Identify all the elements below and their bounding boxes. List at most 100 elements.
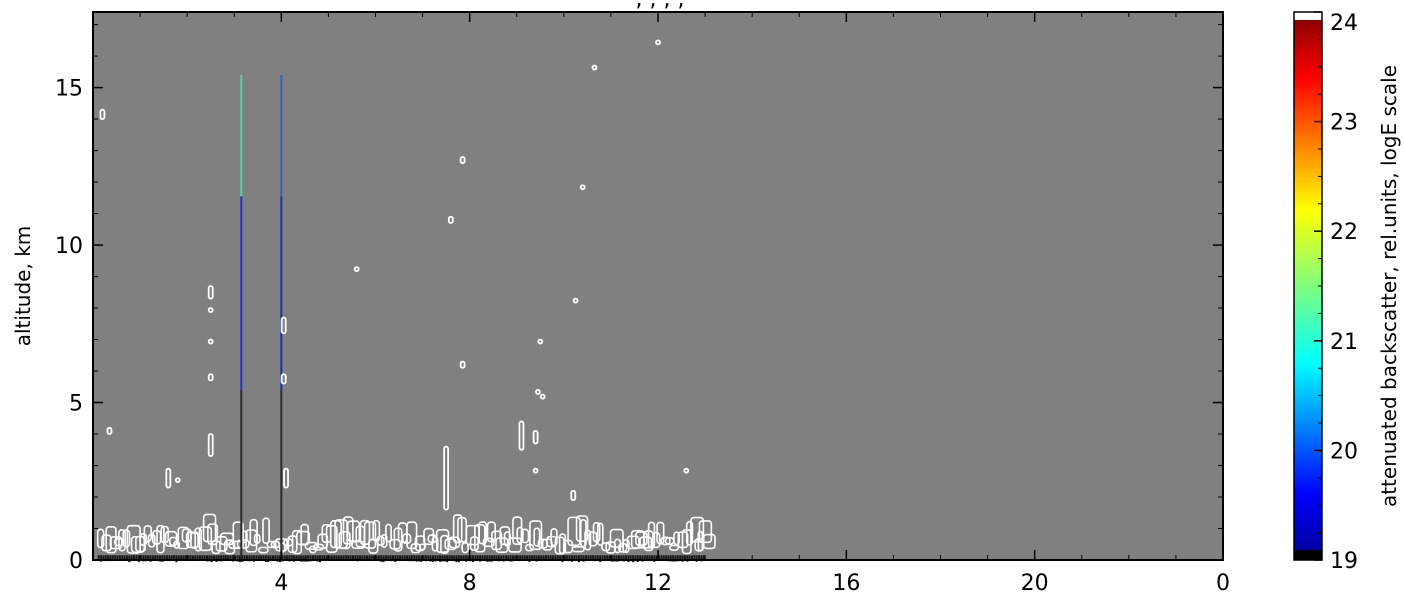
cloud-outline bbox=[385, 523, 392, 543]
ground-speckle bbox=[530, 555, 533, 561]
y-tick-label: 0 bbox=[69, 549, 83, 574]
ground-speckle bbox=[592, 555, 595, 562]
cloud-outline bbox=[338, 530, 351, 550]
ground-speckle bbox=[627, 555, 630, 563]
cloud-outline bbox=[431, 535, 439, 552]
ground-speckle bbox=[156, 555, 159, 560]
ground-speckle bbox=[203, 555, 206, 561]
ground-speckle bbox=[387, 555, 390, 561]
cloud-contour bbox=[572, 297, 579, 304]
cloud-contour bbox=[99, 108, 106, 120]
x-tick-label: 4 bbox=[274, 571, 288, 596]
ground-speckle bbox=[165, 555, 168, 560]
ground-speckle bbox=[467, 555, 470, 561]
ground-speckle bbox=[394, 555, 397, 563]
ground-speckle bbox=[617, 555, 620, 562]
ground-speckle bbox=[587, 555, 590, 561]
cloud-outline bbox=[372, 519, 381, 543]
cloud-outline bbox=[376, 535, 385, 546]
cloud-outline bbox=[253, 533, 261, 545]
colorbar-title: attenuated backscatter, rel.units, logE … bbox=[1377, 65, 1401, 507]
cloud-contour bbox=[207, 373, 214, 382]
ground-speckle bbox=[340, 555, 343, 560]
cloud-outline bbox=[173, 540, 181, 549]
ground-speckle bbox=[375, 555, 378, 560]
ground-speckle bbox=[187, 555, 190, 562]
ground-speckle bbox=[154, 555, 157, 560]
ground-speckle bbox=[359, 555, 362, 560]
ground-speckle bbox=[111, 555, 114, 560]
cloud-contour bbox=[591, 64, 598, 71]
ground-speckle bbox=[116, 555, 119, 561]
ground-speckle bbox=[547, 555, 550, 560]
ground-speckle bbox=[217, 555, 220, 562]
ground-speckle bbox=[208, 555, 211, 562]
cloud-contour bbox=[280, 373, 287, 385]
ground-speckle bbox=[250, 555, 253, 561]
ground-speckle bbox=[337, 555, 340, 561]
cloud-contour bbox=[174, 477, 181, 484]
ground-speckle bbox=[267, 555, 270, 563]
ground-speckle bbox=[319, 555, 321, 563]
colorbar-tick-label: 23 bbox=[1330, 111, 1358, 136]
ground-speckle bbox=[535, 555, 538, 562]
ground-speckle bbox=[349, 555, 352, 561]
cloud-outline bbox=[533, 527, 541, 547]
ground-speckle bbox=[243, 555, 246, 560]
ground-speckle bbox=[302, 555, 305, 562]
ground-speckle bbox=[667, 555, 670, 562]
ground-speckle bbox=[533, 555, 536, 561]
ground-speckle bbox=[545, 555, 547, 560]
ground-speckle bbox=[210, 555, 213, 563]
ground-speckle bbox=[700, 555, 703, 562]
ground-speckle bbox=[573, 555, 576, 560]
ground-speckle bbox=[274, 555, 277, 561]
cloud-outline bbox=[622, 538, 630, 554]
ground-speckle bbox=[580, 555, 583, 560]
ground-speckle bbox=[540, 555, 543, 561]
ground-speckle bbox=[283, 555, 286, 560]
cloud-contour bbox=[532, 467, 539, 474]
ground-speckle bbox=[109, 555, 112, 562]
ground-speckle bbox=[366, 555, 369, 560]
ground-speckle bbox=[502, 555, 505, 562]
ground-speckle bbox=[295, 555, 298, 561]
ground-speckle bbox=[384, 555, 387, 561]
ground-speckle bbox=[625, 555, 628, 561]
ground-speckle bbox=[585, 555, 588, 560]
ground-speckle bbox=[474, 555, 477, 560]
ground-speckle bbox=[104, 555, 107, 562]
ground-speckle bbox=[443, 555, 446, 562]
y-tick-label: 5 bbox=[69, 392, 83, 417]
ground-speckle bbox=[669, 555, 672, 562]
cloud-outline bbox=[495, 537, 509, 553]
ground-speckle bbox=[653, 555, 656, 562]
cloud-outline bbox=[652, 531, 661, 549]
ground-speckle bbox=[293, 555, 296, 562]
ground-speckle bbox=[596, 555, 599, 561]
ground-speckle bbox=[147, 555, 150, 561]
ground-speckle bbox=[681, 555, 684, 562]
cloud-outline bbox=[342, 516, 354, 545]
ground-speckle bbox=[620, 555, 623, 560]
ground-speckle bbox=[486, 555, 489, 562]
ground-speckle bbox=[686, 555, 689, 562]
ground-speckle bbox=[632, 555, 635, 563]
ground-speckle bbox=[255, 555, 258, 561]
cloud-outline bbox=[194, 527, 203, 552]
ground-speckle bbox=[130, 555, 133, 562]
ground-speckle bbox=[125, 555, 128, 560]
ground-speckle bbox=[224, 555, 227, 560]
ground-speckle bbox=[490, 555, 493, 562]
ground-speckle bbox=[594, 555, 597, 562]
ground-speckle bbox=[582, 555, 585, 562]
x-tick-label: 16 bbox=[832, 571, 860, 596]
ground-speckle bbox=[220, 555, 223, 562]
ground-speckle bbox=[441, 555, 444, 562]
ground-speckle bbox=[168, 555, 171, 560]
ground-speckle bbox=[180, 555, 183, 560]
ground-speckle bbox=[457, 555, 460, 563]
ground-speckle bbox=[344, 555, 347, 560]
ground-speckle bbox=[608, 555, 611, 561]
y-tick-label: 10 bbox=[55, 234, 83, 259]
